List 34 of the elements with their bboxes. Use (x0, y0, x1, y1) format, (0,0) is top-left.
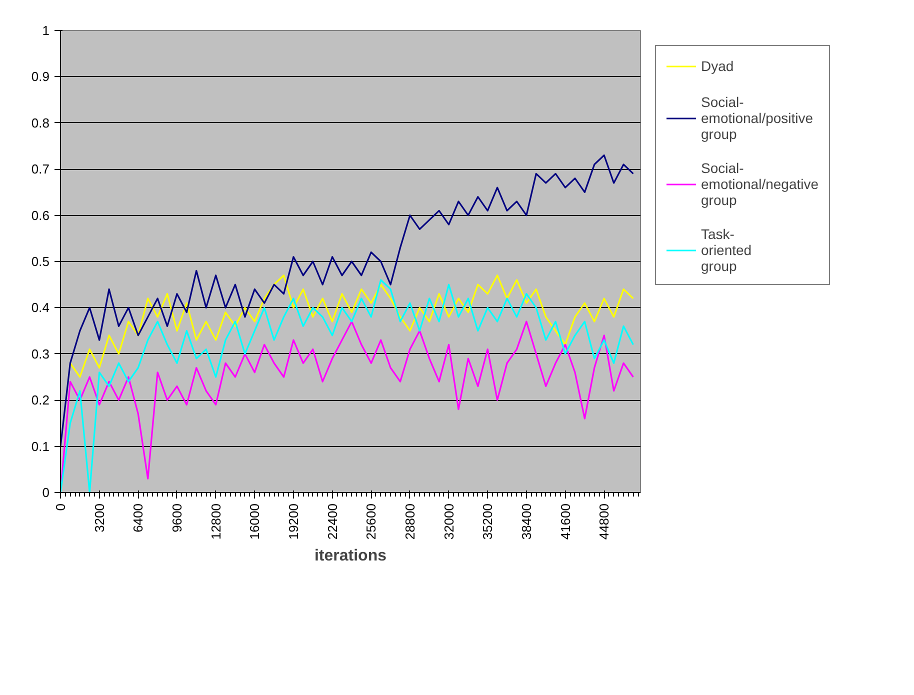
line-series (60, 279, 634, 492)
x-tick-label: 38400 (518, 503, 534, 540)
y-tick-label: 0 (42, 485, 50, 500)
legend-label: Task-oriented group (701, 226, 752, 274)
x-tick-label: 3200 (92, 504, 107, 532)
x-tick-label: 41600 (558, 503, 573, 540)
x-axis-title: iterations (314, 548, 387, 565)
y-tick-label: 0.5 (31, 254, 50, 269)
x-tick-label: 9600 (169, 504, 184, 532)
x-tick-label: 12800 (208, 503, 224, 540)
line-series (69, 274, 634, 378)
x-tick-label: 0 (53, 503, 68, 511)
x-tick-label: 16000 (247, 503, 262, 540)
x-tick-label: 35200 (480, 503, 496, 540)
y-tick-label: 0.2 (31, 392, 50, 408)
y-tick-label: 0.8 (31, 115, 50, 130)
x-tick-label: 6400 (130, 504, 146, 532)
legend-label: Dyad (701, 58, 734, 74)
y-tick-label: 0.6 (31, 208, 50, 223)
x-tick-label: 22400 (324, 503, 340, 540)
y-tick-label: 0.3 (31, 346, 50, 362)
legend-label: Social-emotional/negative group (701, 160, 819, 208)
x-tick-label: 44800 (596, 503, 612, 540)
x-tick-label: 19200 (286, 503, 301, 540)
y-tick-label: 0.7 (31, 162, 50, 177)
x-tick-label: 32000 (441, 503, 456, 540)
y-tick-label: 0.4 (31, 300, 50, 316)
x-tick-label: 25600 (364, 503, 379, 540)
y-tick-label: 0.9 (31, 69, 50, 84)
y-tick-label: 0.1 (31, 438, 50, 454)
line-series (60, 154, 634, 448)
x-tick-label: 28800 (402, 503, 418, 540)
legend-label: Social-emotional/positive group (701, 94, 814, 142)
y-tick-label: 1 (42, 23, 50, 38)
